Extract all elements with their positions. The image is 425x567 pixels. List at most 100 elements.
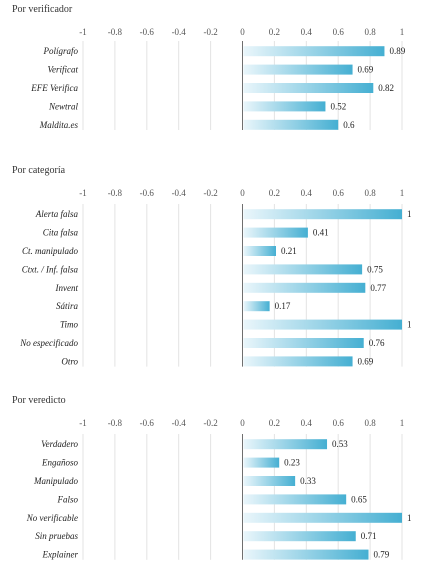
category-label: Explainer [42, 550, 79, 560]
bar [244, 246, 276, 256]
category-label: Sin pruebas [35, 531, 78, 541]
x-tick-label: -0.8 [108, 188, 123, 198]
bar [244, 283, 366, 293]
value-label: 0.53 [332, 439, 348, 449]
category-label: Newtral [48, 101, 79, 111]
value-label: 0.79 [374, 550, 390, 560]
value-label: 1 [407, 513, 412, 523]
value-label: 0.21 [281, 246, 297, 256]
x-tick-label: 0 [240, 418, 245, 428]
x-tick-label: 1 [400, 418, 405, 428]
x-tick-label: -0.6 [140, 418, 155, 428]
x-tick-label: -0.4 [172, 418, 187, 428]
value-label: 0.52 [330, 101, 346, 111]
x-tick-label: 0.4 [301, 27, 313, 37]
category-label: Timo [60, 320, 79, 330]
bar [244, 458, 280, 468]
x-tick-label: 0.2 [269, 188, 280, 198]
x-tick-label: -0.6 [140, 188, 155, 198]
x-tick-label: 0.2 [269, 27, 280, 37]
category-label: Sátira [56, 301, 79, 311]
category-label: No especificado [19, 338, 78, 348]
category-label: Maldita.es [39, 120, 79, 130]
value-label: 0.76 [369, 338, 385, 348]
x-tick-label: -0.6 [140, 27, 155, 37]
bar [244, 264, 363, 274]
chart-panel-3: Por veredicto -1 -0.8 -0.6 -0.4 -0.2 0 0.2 0.4 0.… [12, 395, 412, 560]
bar [244, 83, 374, 93]
x-tick-label: -0.8 [108, 418, 123, 428]
value-label: 0.23 [284, 458, 300, 468]
value-label: 1 [407, 209, 412, 219]
category-label: Falso [56, 494, 78, 504]
chart-panel-2: Por categoría -1 -0.8 -0.6 -0.4 -0.2 0 0.2 0.4 0.… [12, 165, 412, 367]
x-tick-label: 0.8 [364, 27, 376, 37]
chart-panel-1: Por verificador -1 -0.8 -0.6 -0.4 -0.2 0 0.2 0.4… [12, 4, 406, 130]
x-tick-label: -1 [79, 188, 87, 198]
category-label: Otro [61, 356, 78, 366]
x-tick-label: 0.8 [364, 418, 376, 428]
x-tick-label: -0.4 [172, 27, 187, 37]
x-tick-label: -0.2 [203, 418, 217, 428]
category-label: Invent [55, 283, 79, 293]
x-tick-label: -0.8 [108, 27, 123, 37]
x-tick-label: 0 [240, 188, 245, 198]
x-tick-label: 0.6 [333, 27, 345, 37]
bar [244, 301, 270, 311]
category-label: Engañoso [41, 458, 79, 468]
category-label: Alerta falsa [35, 209, 79, 219]
bar [244, 209, 403, 219]
category-label: Ctxt. / Inf. falsa [22, 264, 79, 274]
category-label: EFE Verifica [30, 83, 78, 93]
x-tick-label: -0.2 [203, 27, 217, 37]
x-tick-label: 0.4 [301, 418, 313, 428]
value-label: 0.77 [370, 283, 386, 293]
x-tick-label: 0.6 [333, 188, 345, 198]
value-label: 0.41 [313, 228, 329, 238]
x-tick-label: 0.4 [301, 188, 313, 198]
bar [244, 550, 369, 560]
value-label: 0.71 [361, 531, 377, 541]
value-label: 1 [407, 320, 412, 330]
value-label: 0.82 [378, 83, 394, 93]
bar [244, 228, 308, 238]
bar [244, 120, 339, 130]
x-tick-label: 1 [400, 188, 405, 198]
value-label: 0.6 [343, 120, 355, 130]
bar [244, 320, 403, 330]
bar [244, 356, 353, 366]
bar [244, 338, 364, 348]
bar [244, 531, 356, 541]
x-tick-label: 0 [240, 27, 245, 37]
category-label: Ct. manipulado [22, 246, 79, 256]
category-label: Polígrafo [42, 46, 78, 56]
x-tick-label: 0.6 [333, 418, 345, 428]
value-label: 0.89 [389, 46, 405, 56]
value-label: 0.33 [300, 476, 316, 486]
bar [244, 439, 328, 449]
category-label: Verdadero [41, 439, 78, 449]
x-tick-label: -1 [79, 418, 87, 428]
bar [244, 65, 353, 75]
bar [244, 513, 403, 523]
panel-title: Por categoría [12, 165, 66, 176]
category-label: Cita falsa [43, 228, 79, 238]
x-tick-label: -0.2 [203, 188, 217, 198]
panel-title: Por verificador [12, 4, 73, 15]
category-label: Verificat [48, 65, 79, 75]
category-label: No verificable [26, 513, 78, 523]
x-tick-label: 1 [400, 27, 405, 37]
bar [244, 476, 296, 486]
bar [244, 101, 326, 111]
value-label: 0.75 [367, 264, 383, 274]
panel-title: Por veredicto [12, 395, 66, 406]
x-tick-label: -1 [79, 27, 87, 37]
x-tick-label: 0.2 [269, 418, 280, 428]
x-tick-label: 0.8 [364, 188, 376, 198]
bar [244, 46, 385, 56]
value-label: 0.17 [275, 301, 291, 311]
value-label: 0.65 [351, 494, 367, 504]
value-label: 0.69 [358, 356, 374, 366]
bar [244, 494, 347, 504]
